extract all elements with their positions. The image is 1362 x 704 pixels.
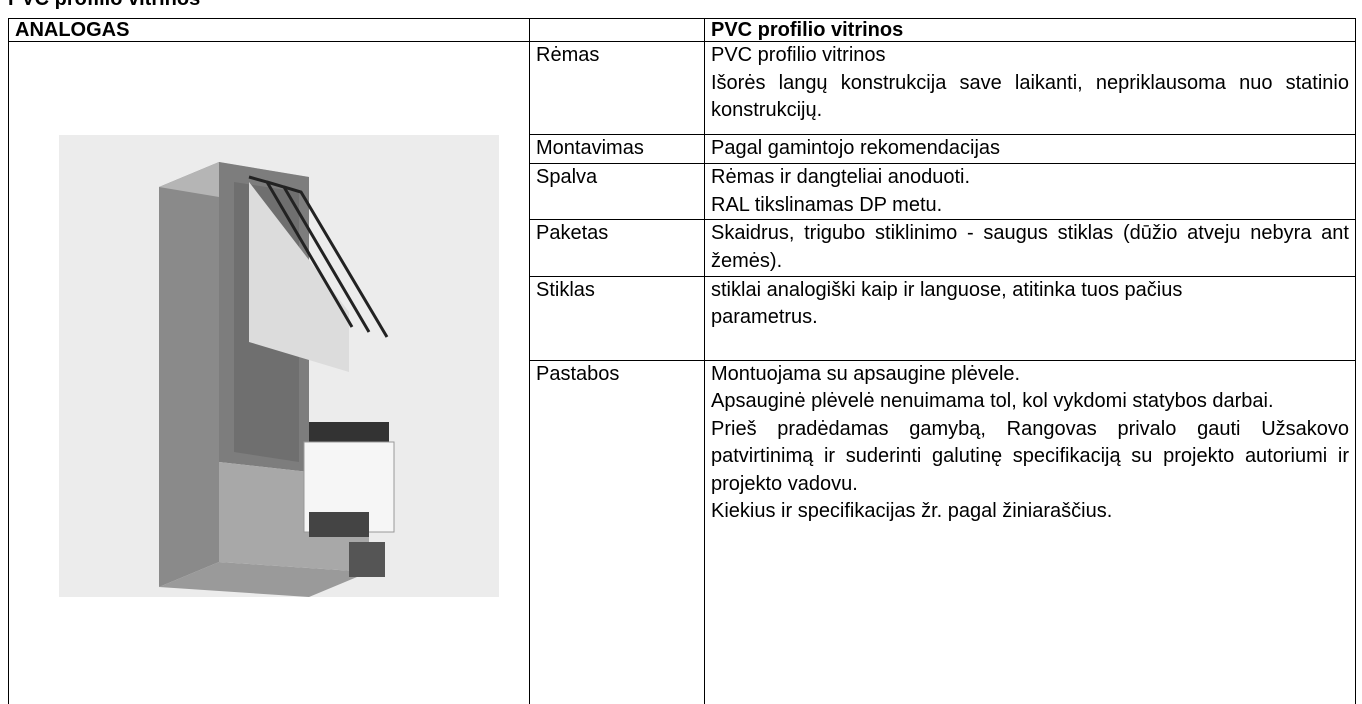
value-line: Išorės langų konstrukcija save laikanti,… (711, 71, 1349, 122)
table-row: Pastabos Montuojama su apsaugine plėvele.… (9, 359, 1356, 704)
value-line: Pagal gamintojo rekomendacijas (711, 137, 1001, 160)
row-value: Rėmas ir dangteliai anoduoti. RAL tikslin… (704, 163, 1356, 221)
row-label: Paketas (529, 219, 705, 277)
table-row: Spalva Rėmas ir dangteliai anoduoti. RAL t… (9, 163, 1356, 221)
value-line: parametrus. (711, 306, 818, 329)
header-row: ANALOGAS PVC profilio vitrinos (8, 18, 1356, 42)
value-line: Prieš pradėdamas gamybą, Rangovas prival… (711, 417, 1349, 495)
header-cell: PVC profilio vitrinos (704, 18, 1356, 42)
section-heading: PVC profilio vitrinos (8, 0, 200, 11)
table-row: Montavimas Pagal gamintojo rekomendacijas (9, 134, 1356, 165)
value-line: Skaidrus, trigubo stiklinimo - saugus st… (711, 222, 1349, 272)
table-row: Rėmas PVC profilio vitrinos Išorės langų k… (8, 40, 1356, 704)
row-value: Pagal gamintojo rekomendacijas (704, 134, 1356, 165)
row-value: stiklai analogiški kaip ir languose, ati… (704, 275, 1356, 361)
row-value: Skaidrus, trigubo stiklinimo - saugus st… (704, 219, 1356, 277)
table-row: Stiklas stiklai analogiški kaip ir languo… (9, 275, 1356, 361)
row-value: PVC profilio vitrinos Išorės langų konstr… (704, 40, 1356, 136)
row-label: Montavimas (529, 134, 705, 165)
row-label: Spalva (529, 163, 705, 221)
row-label: Stiklas (529, 275, 705, 361)
value-line: Rėmas ir dangteliai anoduoti. (711, 166, 971, 189)
value-line: Kiekius ir specifikacijas žr. pagal žini… (711, 500, 1113, 523)
value-line: stiklai analogiški kaip ir languose, ati… (711, 278, 1183, 301)
value-line: Montuojama su apsaugine plėvele. (711, 362, 1021, 385)
value-line: PVC profilio vitrinos (711, 44, 886, 66)
row-label: Rėmas (529, 40, 705, 136)
image-cell (8, 41, 530, 704)
header-cell: ANALOGAS (8, 18, 530, 42)
row-value: Montuojama su apsaugine plėvele. Apsaugin… (704, 359, 1356, 704)
row-label: Pastabos (529, 359, 705, 704)
product-image (59, 135, 499, 597)
table-row: Paketas Skaidrus, trigubo stiklinimo - sa… (9, 219, 1356, 277)
header-cell (529, 18, 705, 42)
value-line: Apsauginė plėvelė nenuimama tol, kol vyk… (711, 390, 1274, 413)
value-line: RAL tikslinamas DP metu. (711, 193, 943, 216)
spec-table: ANALOGAS PVC profilio vitrinos Rėmas PVC … (8, 18, 1356, 704)
